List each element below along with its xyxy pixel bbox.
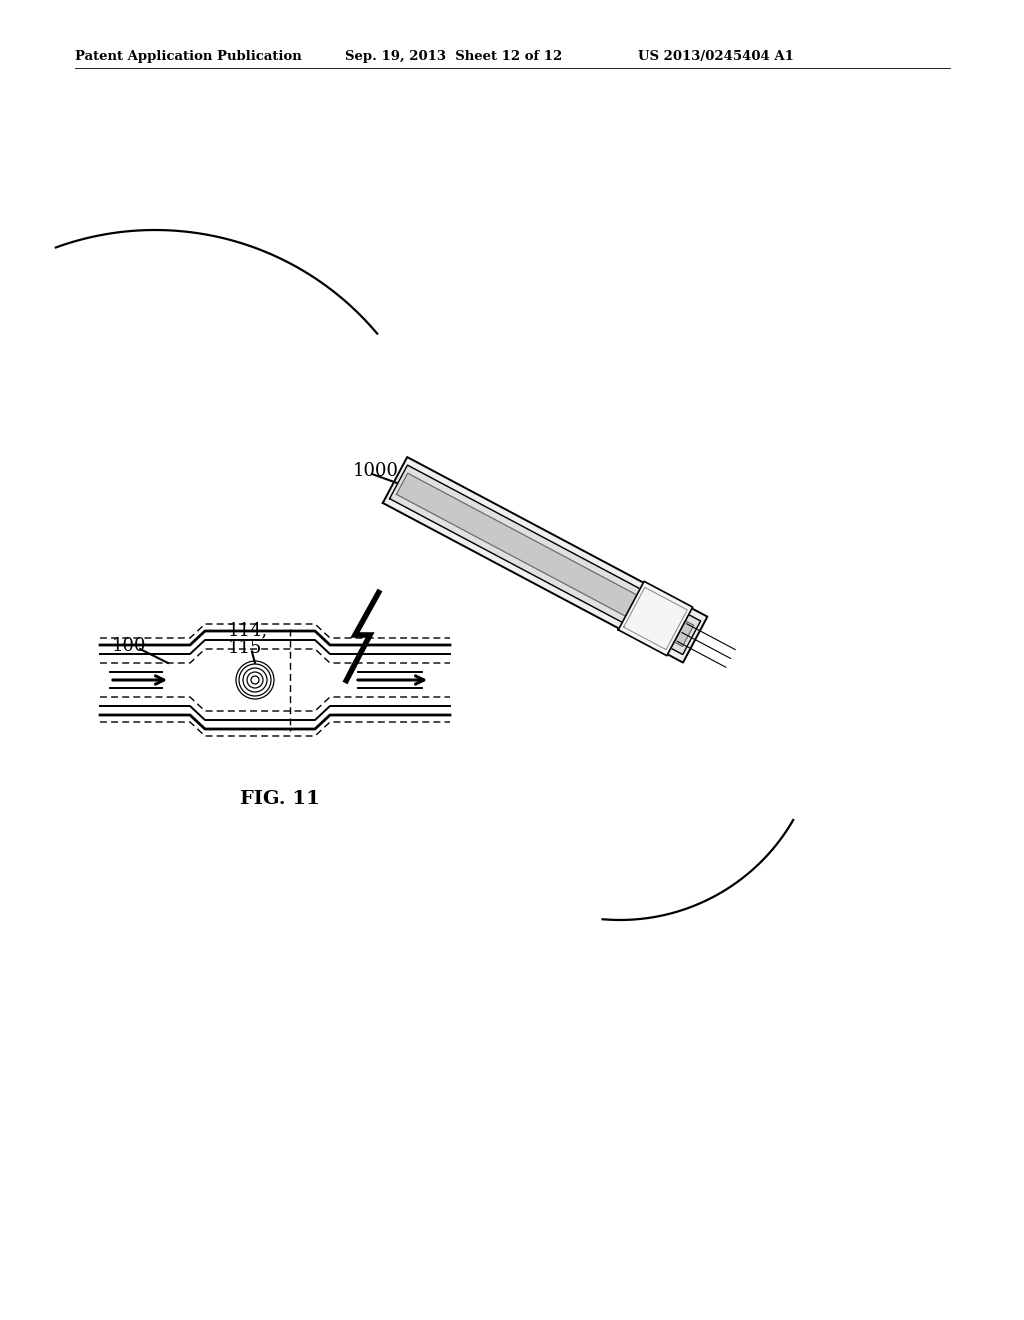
- Text: 100: 100: [112, 638, 146, 655]
- Polygon shape: [383, 457, 708, 663]
- Text: Patent Application Publication: Patent Application Publication: [75, 50, 302, 63]
- Polygon shape: [396, 473, 694, 647]
- Text: US 2013/0245404 A1: US 2013/0245404 A1: [638, 50, 794, 63]
- Text: Sep. 19, 2013  Sheet 12 of 12: Sep. 19, 2013 Sheet 12 of 12: [345, 50, 562, 63]
- Text: 115: 115: [228, 639, 262, 657]
- Text: 1000: 1000: [353, 462, 399, 480]
- Text: 114,: 114,: [228, 620, 268, 639]
- Polygon shape: [618, 581, 692, 656]
- Polygon shape: [389, 465, 700, 655]
- Text: FIG. 11: FIG. 11: [240, 789, 319, 808]
